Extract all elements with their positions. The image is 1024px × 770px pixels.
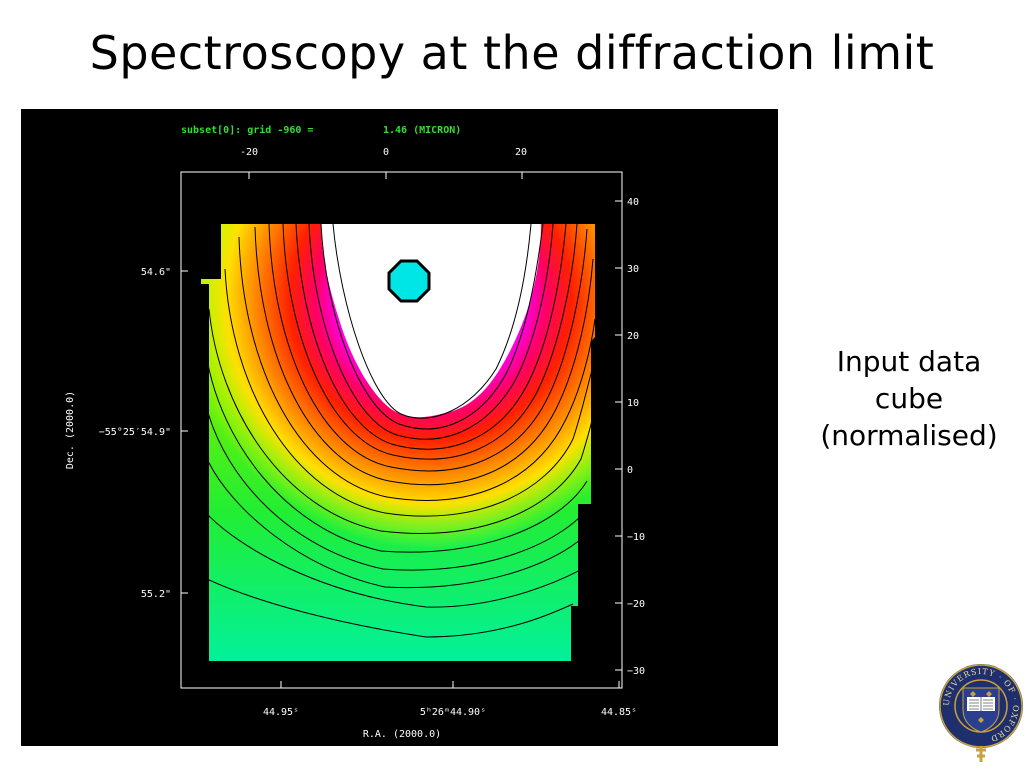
slide-title: Spectroscopy at the diffraction limit <box>89 26 935 80</box>
figure-header-left: subset[0]: grid -960 = <box>181 124 313 136</box>
y-axis-label: Dec. (2000.0) <box>65 391 76 469</box>
bottom-tick-label: 44.85ˢ <box>601 707 637 718</box>
left-tick-label: 54.6" <box>141 267 171 278</box>
right-tick-label: 20 <box>627 331 639 342</box>
right-tick-label: 0 <box>627 465 633 476</box>
top-tick-label: -20 <box>240 147 258 158</box>
left-tick-label: 55.2" <box>141 589 171 600</box>
top-tick-label: 0 <box>383 147 389 158</box>
colour-map <box>201 224 595 661</box>
right-tick-label: 10 <box>627 398 639 409</box>
right-tick-label: −30 <box>627 666 645 677</box>
right-tick-label: 40 <box>627 197 639 208</box>
left-tick-label: −55°25′54.9" <box>99 427 171 438</box>
bottom-tick-label: 5ʰ26ᵐ44.90ˢ <box>420 707 486 718</box>
caption-line: Input data <box>836 345 982 378</box>
right-tick-label: 30 <box>627 264 639 275</box>
caption-line: cube <box>874 382 944 415</box>
axis-frame <box>180 171 623 689</box>
figure-caption: Input data cube (normalised) <box>800 343 1018 454</box>
x-axis-label: R.A. (2000.0) <box>363 729 441 740</box>
caption-line: (normalised) <box>820 419 998 452</box>
contour-map-svg: subset[0]: grid -960 = 1.46 (MICRON) <box>65 124 645 740</box>
bottom-tick-label: 44.95ˢ <box>263 707 299 718</box>
right-tick-label: −10 <box>627 532 645 543</box>
right-tick-label: −20 <box>627 599 645 610</box>
contour-map-figure: subset[0]: grid -960 = 1.46 (MICRON) <box>21 109 778 746</box>
oxford-crest-logo: UNIVERSITY · OF · OXFORD <box>936 662 1024 766</box>
top-tick-label: 20 <box>515 147 527 158</box>
figure-header-right: 1.46 (MICRON) <box>383 125 461 136</box>
